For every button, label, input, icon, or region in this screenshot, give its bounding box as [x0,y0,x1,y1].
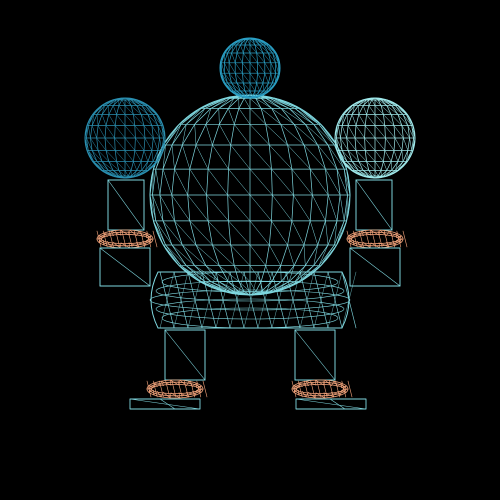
left-forearm [99,247,151,287]
left-leg [164,329,206,381]
right-hand-sphere [334,97,416,179]
torso-sphere [149,94,351,296]
right-upper-arm [355,179,393,231]
left-foot [129,398,201,410]
right-foot [295,398,367,410]
left-hand-sphere [84,97,166,179]
head-sphere [219,37,281,99]
right-forearm [349,247,401,287]
right-wrist-joint [346,229,408,249]
left-upper-arm [107,179,145,231]
left-ankle-joint [146,379,208,399]
right-ankle-joint [291,379,353,399]
right-leg [294,329,336,381]
pelvis [149,271,357,329]
left-wrist-joint [96,229,158,249]
